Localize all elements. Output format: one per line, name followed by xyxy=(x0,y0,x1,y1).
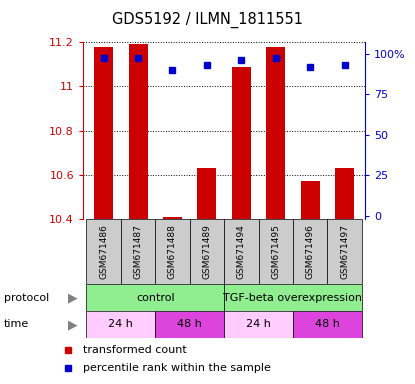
Text: GSM671487: GSM671487 xyxy=(134,224,143,279)
Bar xyxy=(224,311,293,338)
Text: GSM671496: GSM671496 xyxy=(305,224,315,279)
Text: time: time xyxy=(4,319,29,329)
Bar xyxy=(224,219,259,284)
Text: 48 h: 48 h xyxy=(315,319,340,329)
Text: GDS5192 / ILMN_1811551: GDS5192 / ILMN_1811551 xyxy=(112,12,303,28)
Text: transformed count: transformed count xyxy=(83,345,187,355)
Bar xyxy=(129,45,147,219)
Text: 24 h: 24 h xyxy=(246,319,271,329)
Bar xyxy=(301,181,320,219)
Bar xyxy=(121,219,155,284)
Bar xyxy=(293,311,362,338)
Bar xyxy=(155,311,224,338)
Text: GSM671488: GSM671488 xyxy=(168,224,177,279)
Text: GSM671486: GSM671486 xyxy=(99,224,108,279)
Text: percentile rank within the sample: percentile rank within the sample xyxy=(83,363,271,373)
Text: GSM671495: GSM671495 xyxy=(271,224,280,279)
Bar xyxy=(259,219,293,284)
Bar xyxy=(163,217,182,219)
Bar xyxy=(327,219,362,284)
Text: 24 h: 24 h xyxy=(108,319,133,329)
Text: protocol: protocol xyxy=(4,293,49,303)
Text: TGF-beta overexpression: TGF-beta overexpression xyxy=(223,293,362,303)
Bar xyxy=(224,284,362,311)
Text: GSM671497: GSM671497 xyxy=(340,224,349,279)
Text: GSM671494: GSM671494 xyxy=(237,224,246,279)
Bar xyxy=(155,219,190,284)
Bar xyxy=(94,46,113,219)
Bar xyxy=(190,219,224,284)
Bar xyxy=(232,66,251,219)
Text: GSM671489: GSM671489 xyxy=(203,224,211,279)
Text: ▶: ▶ xyxy=(68,291,78,304)
Bar xyxy=(198,168,216,219)
Bar xyxy=(86,311,155,338)
Bar xyxy=(335,168,354,219)
Bar xyxy=(293,219,327,284)
Text: 48 h: 48 h xyxy=(177,319,202,329)
Bar xyxy=(86,219,121,284)
Bar xyxy=(86,284,224,311)
Bar xyxy=(266,46,285,219)
Text: control: control xyxy=(136,293,175,303)
Text: ▶: ▶ xyxy=(68,318,78,331)
